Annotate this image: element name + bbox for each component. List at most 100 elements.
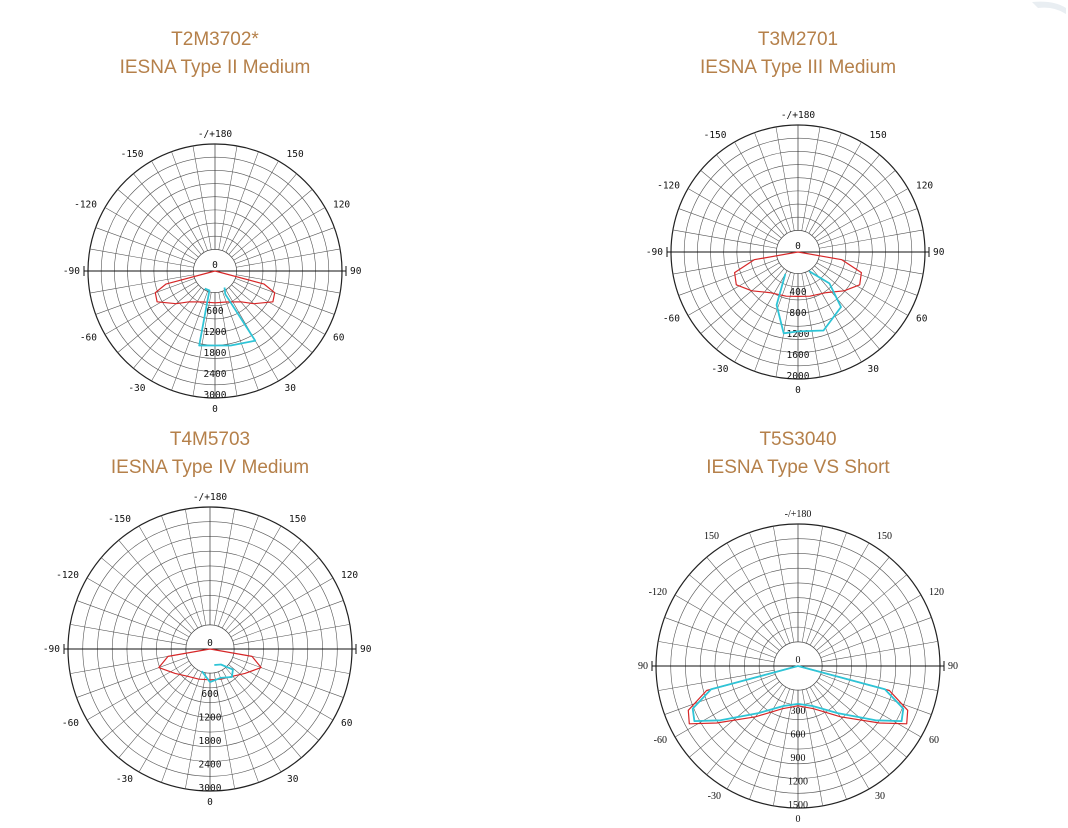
grid-spoke (805, 132, 842, 232)
grid-spoke (221, 525, 282, 629)
grid-spoke (773, 689, 795, 806)
grid-spoke (225, 667, 302, 758)
radial-tick-label: 2400 (204, 369, 227, 380)
angle-label-right60: 60 (929, 735, 939, 746)
grid-spoke (813, 557, 890, 648)
chart-subtitle: IESNA Type IV Medium (110, 457, 310, 478)
grid-spoke (228, 557, 319, 634)
grid-spoke (133, 173, 202, 255)
radial-tick-label: 1200 (199, 712, 222, 723)
grid-spoke (232, 600, 344, 642)
grid-spoke (171, 291, 208, 391)
grid-spoke (754, 272, 791, 372)
angle-label-left60: -60 (663, 314, 680, 325)
angle-label-left30: -30 (708, 791, 721, 802)
angle-label-bottom: 0 (796, 814, 801, 825)
grid-spoke (716, 268, 785, 350)
grid-spoke (816, 262, 909, 316)
grid-spoke (231, 189, 313, 258)
grid-spoke (235, 227, 335, 264)
radial-tick-label: 3000 (199, 783, 222, 794)
angle-label-left150: -150 (704, 130, 727, 141)
grid-spoke (813, 684, 890, 775)
angle-label-right150: 150 (870, 130, 887, 141)
angle-label-right30: 30 (287, 774, 299, 785)
radial-tick-label: 1800 (204, 348, 227, 359)
grid-spoke (232, 656, 344, 698)
radial-tick-label: 0 (207, 638, 213, 649)
grid-spoke (89, 248, 194, 268)
angle-label-left60: -60 (80, 333, 97, 344)
grid-spoke (687, 262, 780, 316)
grid-spoke (217, 515, 259, 627)
angle-label-left60: -60 (62, 718, 79, 729)
grid-spoke (221, 669, 282, 773)
grid-spoke (95, 227, 195, 264)
grid-spoke (726, 542, 787, 646)
grid-spoke (820, 617, 932, 659)
angle-label-right150: 150 (289, 514, 306, 525)
radial-tick-label: 0 (212, 260, 218, 271)
grid-spoke (706, 557, 783, 648)
grid-spoke (754, 132, 791, 232)
grid-spoke (76, 656, 188, 698)
grid-spoke (674, 677, 778, 738)
grid-spoke (161, 671, 203, 783)
grid-spoke (233, 652, 350, 674)
grid-spoke (233, 207, 326, 261)
grid-spoke (818, 594, 922, 655)
grid-spoke (775, 273, 795, 378)
grid-spoke (230, 660, 334, 721)
grid-spoke (86, 660, 190, 721)
angle-label-right60: 60 (916, 314, 928, 325)
radial-tick-label: 1200 (204, 327, 227, 338)
radial-tick-label: 2000 (787, 371, 810, 382)
radial-tick-label: 1600 (787, 350, 810, 361)
grid-spoke (773, 526, 795, 643)
polar-chart-type-iv: -/+180 -150 150 -120 120 -60 60 -30 30 0 -90 90 0 600… (43, 492, 372, 808)
grid-spoke (664, 673, 776, 715)
grid-spoke (689, 574, 780, 651)
series-cyan-curve (691, 665, 905, 722)
grid-spoke (133, 287, 202, 369)
grid-spoke (101, 664, 192, 741)
grid-spoke (816, 574, 907, 651)
grid-spoke (185, 509, 207, 626)
grid-spoke (228, 173, 297, 255)
grid-spoke (687, 188, 780, 242)
grid-spoke (805, 688, 847, 800)
angle-label-left90: -90 (43, 644, 60, 655)
angle-label-right120: 120 (916, 181, 933, 192)
grid-spoke (672, 229, 777, 249)
grid-spoke (700, 170, 782, 239)
grid-spoke (118, 667, 195, 758)
grid-spoke (104, 281, 197, 335)
radial-tick-label: 2400 (199, 760, 222, 771)
angle-label-top: -/+180 (193, 492, 228, 503)
polar-chart-type-iii: -/+180 -150 150 -120 120 -60 60 -30 30 0 -90 90 0 400… (646, 110, 945, 396)
grid-spoke (151, 289, 205, 382)
angle-label-right150: 150 (287, 149, 304, 160)
radial-tick-label: 900 (791, 753, 806, 764)
grid-spoke (820, 673, 932, 715)
grid-spoke (86, 577, 190, 638)
grid-spoke (749, 532, 791, 644)
radial-tick-label: 1200 (787, 329, 810, 340)
grid-spoke (233, 281, 326, 335)
grid-spoke (70, 652, 187, 674)
grid-spoke (231, 284, 313, 353)
angle-label-right60: 60 (341, 718, 353, 729)
angle-label-right120: 120 (929, 587, 944, 598)
grid-spoke (801, 273, 821, 378)
grid-spoke (818, 259, 918, 296)
angle-label-left150: -150 (121, 149, 144, 160)
angle-label-right150: 150 (877, 531, 892, 542)
series-red-curve (154, 270, 276, 305)
angle-label-left120: -120 (56, 570, 79, 581)
chart-title: T5S3040 (759, 429, 837, 450)
chart-subtitle: IESNA Type II Medium (119, 57, 311, 78)
angle-label-left30: -30 (711, 364, 728, 375)
grid-spoke (818, 208, 918, 245)
grid-spoke (819, 229, 924, 249)
